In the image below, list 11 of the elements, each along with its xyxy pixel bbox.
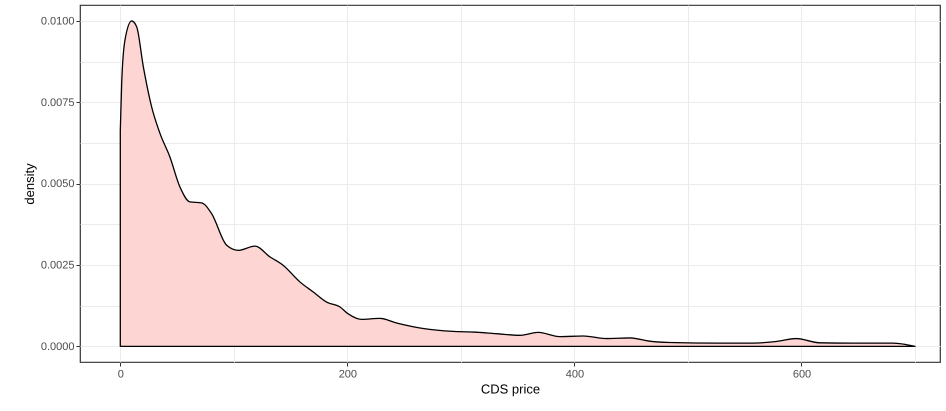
x-tick-label: 200 [338, 368, 358, 380]
y-tick-label: 0.0000 [40, 340, 74, 353]
x-tick-label: 400 [566, 368, 584, 380]
y-tick-label: 0.0025 [40, 260, 74, 272]
x-axis-title: CDS price [480, 382, 540, 396]
y-tick-label: 0.0075 [40, 96, 74, 109]
y-tick-label: 0.0050 [40, 178, 74, 190]
x-tick-label: 600 [792, 368, 812, 380]
y-axis-title: density [22, 162, 37, 205]
y-tick-label: 0.0100 [40, 15, 74, 28]
x-tick-label: 0 [118, 368, 124, 380]
